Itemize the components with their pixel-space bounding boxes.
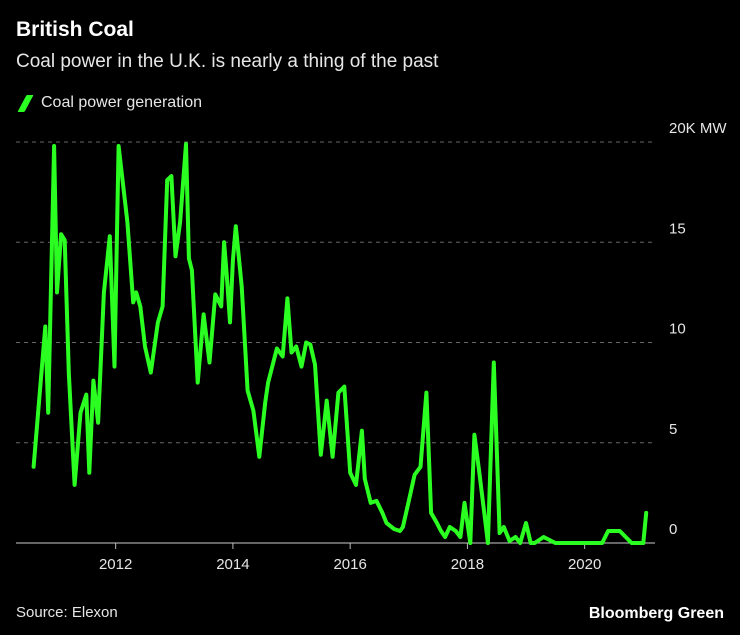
- y-tick-label: 5: [669, 421, 677, 438]
- y-axis-labels: 0 5 10 15 20K MW: [669, 120, 727, 538]
- x-tick-label: 2020: [568, 556, 601, 573]
- x-tick-label: 2018: [451, 556, 484, 573]
- x-tick-label: 2016: [333, 556, 366, 573]
- x-tick-label: 2012: [99, 556, 132, 573]
- y-tick-label: 0: [669, 521, 677, 538]
- chart-subtitle: Coal power in the U.K. is nearly a thing…: [16, 51, 439, 72]
- x-tick-label: 2014: [216, 556, 249, 573]
- grid-lines: [16, 141, 655, 444]
- brand-logo-text: Bloomberg Green: [588, 605, 724, 622]
- y-tick-label: 20K MW: [669, 120, 727, 137]
- source-note: Source: Elexon: [16, 604, 118, 621]
- y-tick-label: 10: [669, 321, 686, 338]
- chart-title: British Coal: [16, 18, 134, 41]
- series-line-coal-power: [31, 142, 649, 545]
- y-tick-label: 15: [669, 220, 686, 237]
- x-axis-labels: 2012 2014 2016 2018 2020: [99, 543, 601, 573]
- legend-label: Coal power generation: [41, 94, 202, 111]
- legend: Coal power generation: [16, 94, 202, 112]
